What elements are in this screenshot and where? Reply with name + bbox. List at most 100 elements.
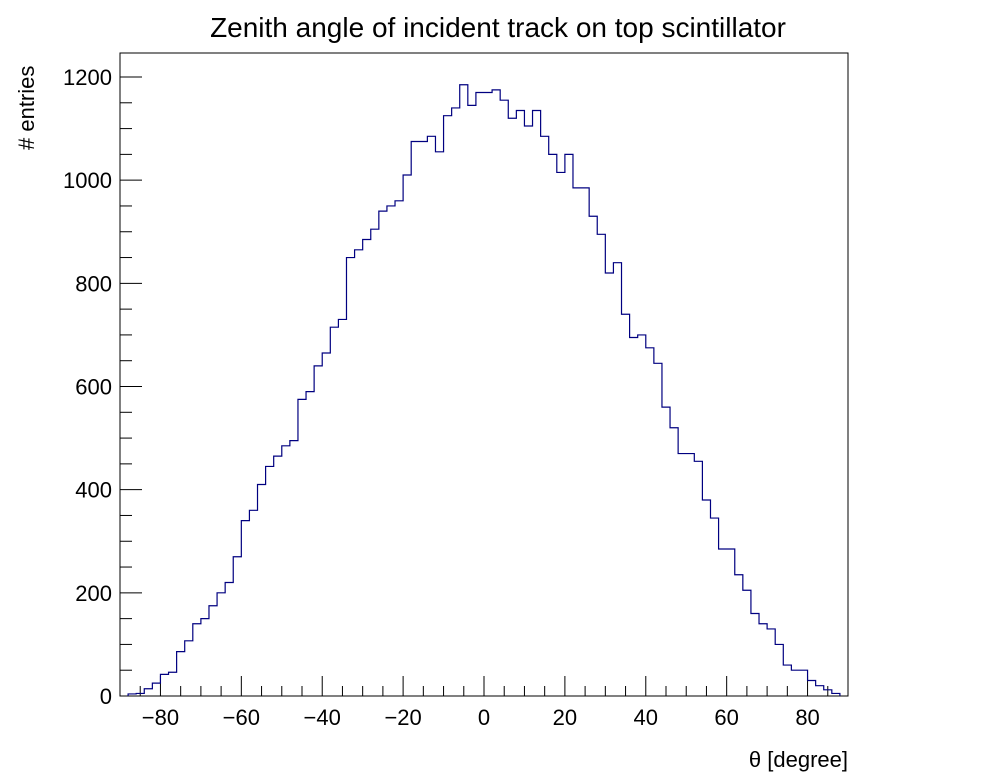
- x-tick-label: 60: [714, 705, 738, 730]
- histogram-bin: [808, 681, 816, 696]
- histogram-bin: [395, 201, 403, 696]
- histogram-bin: [775, 644, 783, 696]
- histogram-bin: [654, 363, 662, 696]
- x-tick-label: −60: [223, 705, 260, 730]
- histogram-bin: [767, 629, 775, 696]
- histogram-bin: [298, 399, 306, 696]
- x-tick-label: 80: [795, 705, 819, 730]
- histogram-bin: [363, 239, 371, 696]
- histogram-bin: [387, 206, 395, 696]
- histogram-bin: [338, 319, 346, 696]
- histogram-bin: [209, 606, 217, 696]
- histogram-bin: [355, 250, 363, 696]
- histogram-bin: [201, 619, 209, 696]
- y-tick-label: 600: [75, 375, 112, 400]
- y-axis: 0 200 400 600 800 1000 1200: [63, 65, 142, 709]
- histogram-series-line: [127, 84, 841, 696]
- histogram-bin: [476, 92, 484, 696]
- histogram-bin: [306, 392, 314, 696]
- histogram-bin: [152, 683, 160, 696]
- histogram-bin: [330, 327, 338, 696]
- histogram-bins: [128, 85, 840, 696]
- x-tick-label: 40: [634, 705, 658, 730]
- histogram-bin: [282, 446, 290, 696]
- histogram-bin: [468, 105, 476, 696]
- x-tick-label: 20: [553, 705, 577, 730]
- histogram-bin: [185, 641, 193, 696]
- histogram-bin: [541, 136, 549, 696]
- histogram-bin: [719, 549, 727, 696]
- histogram-bin: [508, 118, 516, 696]
- histogram-bin: [177, 652, 185, 696]
- x-tick-label: −80: [142, 705, 179, 730]
- histogram-bin: [751, 613, 759, 696]
- histogram-bin: [136, 693, 144, 696]
- histogram-bin: [314, 366, 322, 696]
- y-tick-label: 400: [75, 478, 112, 503]
- histogram-bin: [727, 549, 735, 696]
- y-axis-label: # entries: [14, 66, 39, 150]
- histogram-bin: [419, 141, 427, 696]
- histogram-bin: [144, 689, 152, 696]
- histogram-bin: [783, 665, 791, 696]
- x-tick-label: 0: [478, 705, 490, 730]
- histogram-bin: [258, 485, 266, 696]
- x-tick-label: −40: [304, 705, 341, 730]
- histogram-bin: [322, 353, 330, 696]
- histogram-bin: [160, 674, 168, 696]
- histogram-bin: [169, 672, 177, 696]
- y-tick-label: 1200: [63, 65, 112, 90]
- histogram-bin: [290, 441, 298, 696]
- y-tick-label: 1000: [63, 168, 112, 193]
- histogram-bin: [266, 466, 274, 696]
- histogram-bin: [816, 686, 824, 696]
- histogram-bin: [710, 518, 718, 696]
- y-tick-label: 200: [75, 581, 112, 606]
- x-tick-label: −20: [384, 705, 421, 730]
- histogram-bin: [597, 234, 605, 696]
- histogram-bin: [686, 454, 694, 696]
- histogram-bin: [217, 593, 225, 696]
- histogram-bin: [694, 461, 702, 696]
- histogram-bin: [743, 590, 751, 696]
- histogram-bin: [233, 557, 241, 696]
- histogram-bin: [549, 154, 557, 696]
- histogram-bin: [799, 670, 807, 696]
- chart-title: Zenith angle of incident track on top sc…: [210, 12, 786, 43]
- histogram-bin: [128, 694, 136, 696]
- histogram-bin: [427, 136, 435, 696]
- histogram-bin: [524, 126, 532, 696]
- histogram-bin: [274, 456, 282, 696]
- histogram-bin: [371, 229, 379, 696]
- x-axis: −80 −60 −40 −20 0 20 40 60 80: [119, 676, 849, 730]
- histogram-bin: [678, 454, 686, 696]
- histogram-bin: [589, 216, 597, 696]
- histogram-bin: [638, 335, 646, 696]
- histogram-bin: [832, 693, 840, 696]
- histogram-bin: [735, 575, 743, 696]
- histogram-bin: [403, 175, 411, 696]
- histogram-bin: [824, 690, 832, 696]
- histogram-bin: [411, 141, 419, 696]
- histogram-bin: [452, 108, 460, 696]
- histogram-bin: [484, 92, 492, 696]
- histogram-bin: [565, 154, 573, 696]
- histogram-bin: [557, 172, 565, 696]
- y-tick-label: 0: [100, 684, 112, 709]
- histogram-bin: [533, 111, 541, 696]
- histogram-bin: [241, 521, 249, 696]
- histogram-bin: [630, 338, 638, 697]
- histogram-bin: [759, 624, 767, 696]
- histogram-bin: [646, 348, 654, 696]
- histogram-bin: [225, 583, 233, 696]
- histogram-bin: [500, 100, 508, 696]
- histogram-bin: [346, 258, 354, 696]
- histogram-bin: [622, 314, 630, 696]
- histogram-bin: [444, 116, 452, 696]
- histogram-bin: [662, 407, 670, 696]
- x-axis-label: θ [degree]: [749, 747, 848, 772]
- histogram-bin: [613, 263, 621, 696]
- histogram-bin: [573, 188, 581, 696]
- histogram-bin: [791, 670, 799, 696]
